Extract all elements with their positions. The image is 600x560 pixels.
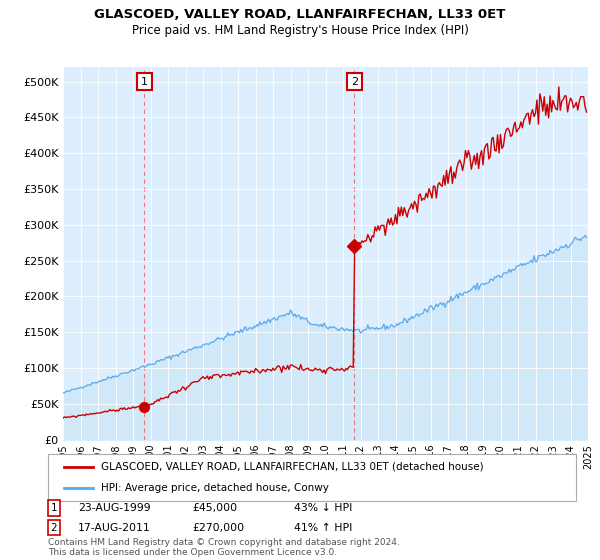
Text: 41% ↑ HPI: 41% ↑ HPI — [294, 522, 352, 533]
Text: 1: 1 — [50, 503, 58, 513]
Text: 2: 2 — [50, 522, 58, 533]
Text: GLASCOED, VALLEY ROAD, LLANFAIRFECHAN, LL33 0ET (detached house): GLASCOED, VALLEY ROAD, LLANFAIRFECHAN, L… — [101, 462, 484, 472]
Text: £270,000: £270,000 — [192, 522, 244, 533]
Text: £45,000: £45,000 — [192, 503, 237, 513]
Text: Contains HM Land Registry data © Crown copyright and database right 2024.
This d: Contains HM Land Registry data © Crown c… — [48, 538, 400, 557]
FancyBboxPatch shape — [48, 454, 576, 501]
Text: HPI: Average price, detached house, Conwy: HPI: Average price, detached house, Conw… — [101, 483, 329, 493]
Text: 1: 1 — [141, 77, 148, 87]
Text: GLASCOED, VALLEY ROAD, LLANFAIRFECHAN, LL33 0ET: GLASCOED, VALLEY ROAD, LLANFAIRFECHAN, L… — [94, 8, 506, 21]
Text: 2: 2 — [350, 77, 358, 87]
Text: 23-AUG-1999: 23-AUG-1999 — [78, 503, 151, 513]
Text: Price paid vs. HM Land Registry's House Price Index (HPI): Price paid vs. HM Land Registry's House … — [131, 24, 469, 36]
Text: 43% ↓ HPI: 43% ↓ HPI — [294, 503, 352, 513]
Text: 17-AUG-2011: 17-AUG-2011 — [78, 522, 151, 533]
